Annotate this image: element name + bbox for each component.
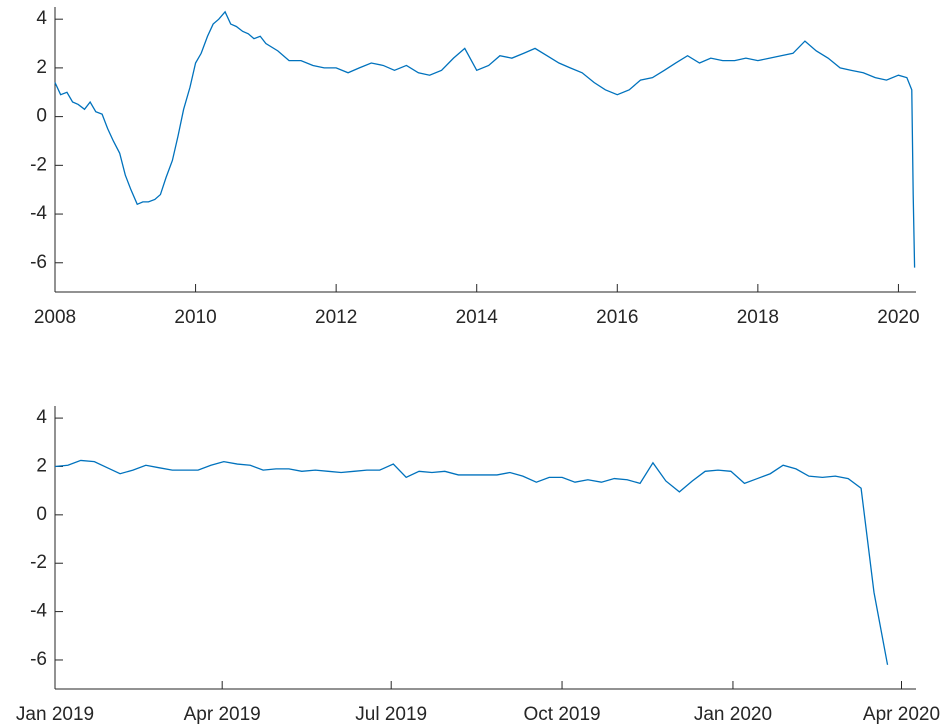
y-tick-label: -2	[30, 154, 47, 175]
y-tick-label: -4	[30, 203, 47, 224]
data-line	[54, 459, 889, 665]
y-tick-label: 4	[36, 8, 47, 29]
y-tick-label: -6	[30, 649, 47, 670]
y-tick-label: 2	[36, 57, 47, 78]
x-tick-label: Jan 2020	[694, 704, 772, 725]
x-tick-label: 2014	[456, 307, 499, 328]
x-tick-label: 2008	[34, 307, 76, 328]
data-line	[54, 10, 916, 268]
y-tick-label: -2	[30, 552, 47, 573]
x-tick-label: Jan 2019	[16, 704, 94, 725]
x-tick-label: Jul 2019	[355, 704, 427, 725]
y-tick-label: -4	[30, 601, 47, 622]
y-tick-label: -6	[30, 252, 47, 273]
y-tick-label: 0	[36, 106, 47, 127]
x-tick-label: 2020	[877, 307, 919, 328]
x-tick-label: 2010	[174, 307, 216, 328]
y-tick-label: 2	[36, 455, 47, 476]
x-tick-label: Oct 2019	[523, 704, 600, 725]
x-tick-label: Apr 2020	[863, 704, 940, 725]
x-tick-label: 2012	[315, 307, 357, 328]
x-tick-label: 2018	[737, 307, 779, 328]
y-tick-label: 0	[36, 504, 47, 525]
x-tick-label: 2016	[596, 307, 638, 328]
y-tick-label: 4	[36, 407, 47, 428]
x-tick-label: Apr 2019	[184, 704, 261, 725]
